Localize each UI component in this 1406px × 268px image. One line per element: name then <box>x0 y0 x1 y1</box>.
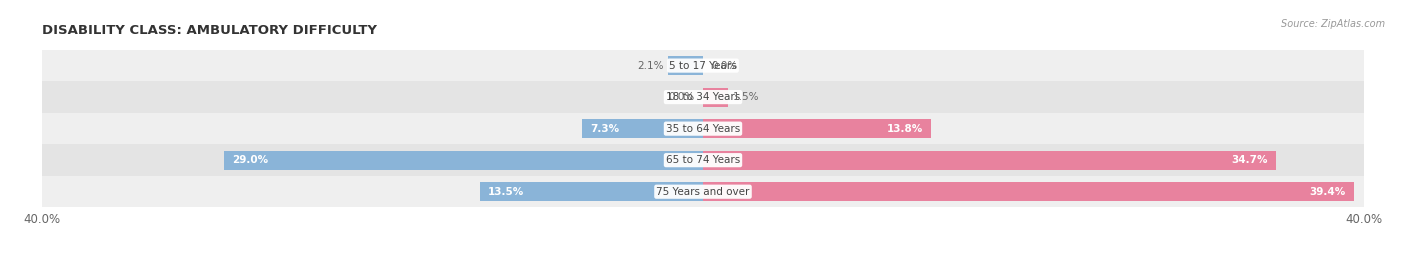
Text: 18 to 34 Years: 18 to 34 Years <box>666 92 740 102</box>
Bar <box>703 182 1354 201</box>
Text: 0.0%: 0.0% <box>711 61 738 70</box>
Bar <box>42 50 1364 81</box>
Bar <box>703 151 1277 170</box>
Text: 1.5%: 1.5% <box>733 92 759 102</box>
Bar <box>42 176 1364 207</box>
Bar <box>224 151 703 170</box>
Text: 5 to 17 Years: 5 to 17 Years <box>669 61 737 70</box>
Text: 65 to 74 Years: 65 to 74 Years <box>666 155 740 165</box>
Text: 29.0%: 29.0% <box>232 155 269 165</box>
Text: 34.7%: 34.7% <box>1232 155 1268 165</box>
Text: 39.4%: 39.4% <box>1309 187 1346 197</box>
Text: 2.1%: 2.1% <box>637 61 664 70</box>
Bar <box>42 81 1364 113</box>
Bar <box>42 144 1364 176</box>
Bar <box>703 119 931 138</box>
Text: 13.8%: 13.8% <box>886 124 922 134</box>
Bar <box>42 113 1364 144</box>
Text: 35 to 64 Years: 35 to 64 Years <box>666 124 740 134</box>
Text: 7.3%: 7.3% <box>591 124 620 134</box>
Bar <box>582 119 703 138</box>
Text: 0.0%: 0.0% <box>668 92 695 102</box>
Bar <box>703 88 728 107</box>
Text: Source: ZipAtlas.com: Source: ZipAtlas.com <box>1281 19 1385 29</box>
Text: 75 Years and over: 75 Years and over <box>657 187 749 197</box>
Text: DISABILITY CLASS: AMBULATORY DIFFICULTY: DISABILITY CLASS: AMBULATORY DIFFICULTY <box>42 24 377 37</box>
Legend: Male, Female: Male, Female <box>644 264 762 268</box>
Bar <box>668 56 703 75</box>
Text: 13.5%: 13.5% <box>488 187 524 197</box>
Bar <box>479 182 703 201</box>
